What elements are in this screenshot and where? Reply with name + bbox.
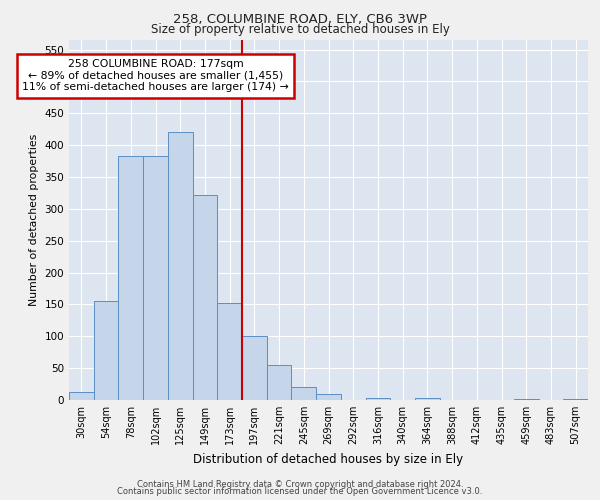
Text: Contains public sector information licensed under the Open Government Licence v3: Contains public sector information licen… [118,488,482,496]
Bar [514,398,539,400]
Bar [217,302,242,400]
Bar [365,398,390,400]
Bar [69,392,94,400]
Text: Contains HM Land Registry data © Crown copyright and database right 2024.: Contains HM Land Registry data © Crown c… [137,480,463,489]
Bar [563,398,588,400]
Bar [267,365,292,400]
Bar [94,301,118,400]
Text: 258 COLUMBINE ROAD: 177sqm
← 89% of detached houses are smaller (1,455)
11% of s: 258 COLUMBINE ROAD: 177sqm ← 89% of deta… [22,59,289,92]
Bar [193,195,217,400]
Bar [143,156,168,400]
Bar [316,394,341,400]
Bar [415,398,440,400]
Bar [168,132,193,400]
Text: Size of property relative to detached houses in Ely: Size of property relative to detached ho… [151,22,449,36]
Bar [118,156,143,400]
Bar [292,388,316,400]
X-axis label: Distribution of detached houses by size in Ely: Distribution of detached houses by size … [193,452,464,466]
Text: 258, COLUMBINE ROAD, ELY, CB6 3WP: 258, COLUMBINE ROAD, ELY, CB6 3WP [173,12,427,26]
Bar [242,336,267,400]
Y-axis label: Number of detached properties: Number of detached properties [29,134,39,306]
